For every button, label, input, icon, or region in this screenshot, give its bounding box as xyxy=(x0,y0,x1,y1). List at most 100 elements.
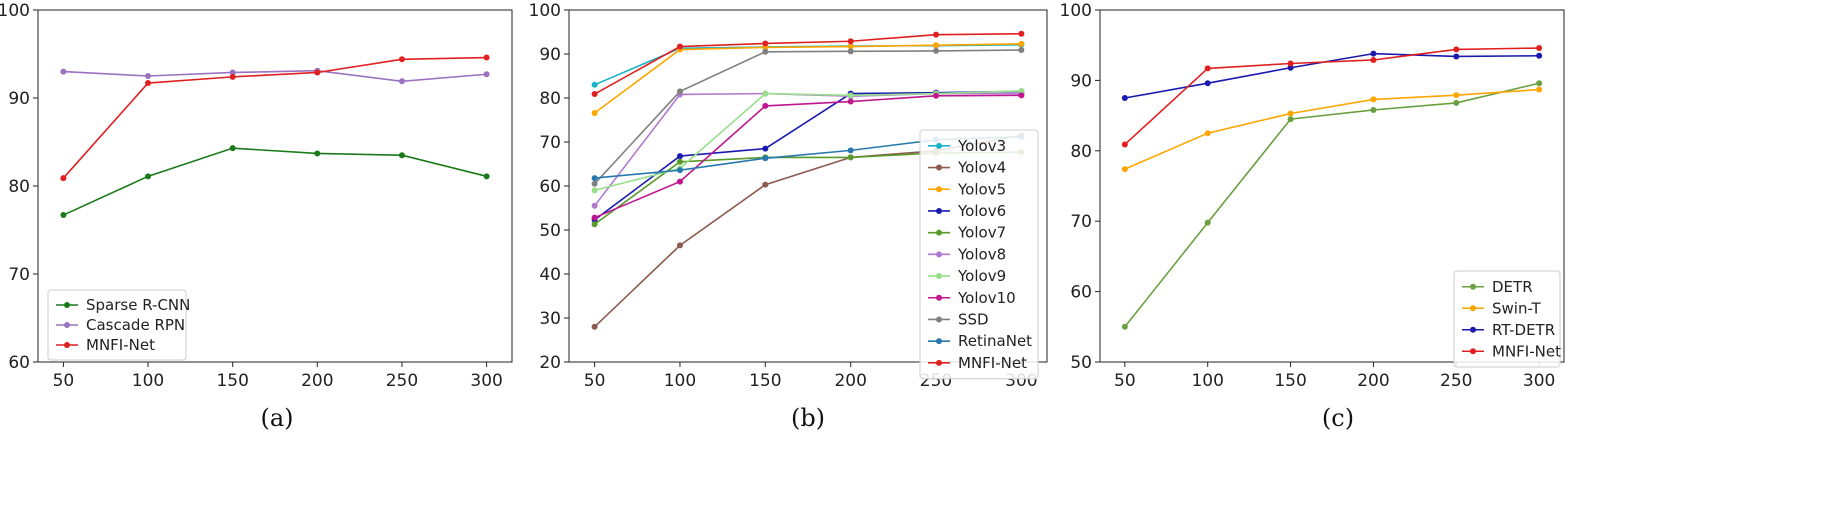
data-point xyxy=(591,109,598,116)
legend-box xyxy=(47,289,187,361)
series-cascade-rpn xyxy=(60,67,490,85)
y-tick-label: 30 xyxy=(539,309,561,329)
y-tick-label: 70 xyxy=(1070,212,1092,232)
legend-item: RetinaNet xyxy=(928,332,1032,350)
legend-swatch-marker xyxy=(64,322,70,328)
data-point xyxy=(145,73,152,79)
legend-swatch-marker xyxy=(936,186,942,193)
data-point xyxy=(591,202,598,209)
legend-label: Swin-T xyxy=(1492,299,1541,317)
data-point xyxy=(1018,30,1025,37)
x-tick-label: 100 xyxy=(664,371,696,391)
series-detr xyxy=(1121,80,1543,330)
legend-swatch-marker xyxy=(64,302,70,308)
data-point xyxy=(762,102,769,109)
data-point xyxy=(1453,92,1460,99)
data-point xyxy=(762,181,769,188)
data-point xyxy=(847,154,854,161)
x-tick-label: 200 xyxy=(1357,371,1389,391)
legend-swatch-marker xyxy=(936,316,942,323)
data-point xyxy=(1287,60,1294,67)
x-tick-label: 250 xyxy=(386,371,418,391)
legend: DETR Swin-T RT-DETR MNFI-Net xyxy=(1453,270,1561,368)
data-point xyxy=(1204,65,1211,72)
chart-panel-c: 50 100 150 200 250 300 50 60 70 80 90 100 DETR Swin-T… xyxy=(1060,1,1565,432)
x-tick-label: 200 xyxy=(301,371,333,391)
legend-item: MNFI-Net xyxy=(1462,342,1561,360)
legend-item: Sparse R-CNN xyxy=(56,296,190,314)
y-tick-label: 60 xyxy=(1070,283,1092,303)
y-tick-label: 40 xyxy=(539,265,561,285)
legend-label: RetinaNet xyxy=(958,332,1032,350)
legend-label: Yolov9 xyxy=(957,267,1006,285)
data-point xyxy=(1536,45,1543,52)
data-point xyxy=(847,43,854,50)
x-tick-label: 150 xyxy=(216,371,248,391)
y-tick-label: 80 xyxy=(8,177,30,197)
data-point xyxy=(591,187,598,194)
data-point xyxy=(1121,166,1128,173)
x-tick-label: 200 xyxy=(834,371,866,391)
x-tick-label: 50 xyxy=(1114,371,1136,391)
data-point xyxy=(145,173,152,180)
data-point xyxy=(933,92,940,99)
panel-caption: (c) xyxy=(1322,404,1354,432)
legend-swatch-marker xyxy=(936,142,942,149)
legend-label: MNFI-Net xyxy=(86,336,155,354)
data-point xyxy=(1121,323,1128,330)
data-point xyxy=(1453,46,1460,53)
panel-caption: (a) xyxy=(260,404,293,432)
series-mnfi-net xyxy=(1121,45,1543,148)
data-point xyxy=(60,175,67,182)
legend-swatch-marker xyxy=(936,338,942,345)
data-point xyxy=(1287,116,1294,123)
series-line-mnfi-net xyxy=(62,56,487,179)
series-ssd xyxy=(591,47,1025,187)
legend-item: RT-DETR xyxy=(1462,321,1555,339)
series-line-mnfi-net xyxy=(1124,47,1540,146)
legend-item: Yolov8 xyxy=(928,245,1006,263)
legend-item: DETR xyxy=(1462,278,1533,296)
series-mnfi-net xyxy=(591,30,1025,98)
data-point xyxy=(1536,52,1543,59)
series-line-sparse-r-cnn xyxy=(63,147,487,216)
data-point xyxy=(398,78,405,85)
legend-swatch-marker xyxy=(1470,326,1476,333)
legend-swatch-marker xyxy=(936,164,942,171)
data-point xyxy=(229,145,236,152)
legend-swatch-marker xyxy=(1470,283,1476,290)
y-tick-label: 20 xyxy=(539,353,561,373)
legend-item: MNFI-Net xyxy=(928,354,1027,372)
data-point xyxy=(591,323,598,330)
data-point xyxy=(762,40,769,47)
data-point xyxy=(1287,64,1294,71)
y-tick-label: 100 xyxy=(529,1,561,21)
data-point xyxy=(1453,53,1460,60)
data-point xyxy=(847,98,854,105)
legend-swatch-marker xyxy=(936,251,942,258)
data-point xyxy=(762,145,769,152)
y-tick-label: 80 xyxy=(539,89,561,109)
y-tick-label: 100 xyxy=(0,1,30,21)
data-point xyxy=(229,73,236,80)
data-point xyxy=(591,180,598,187)
data-point xyxy=(676,153,683,160)
legend-label: DETR xyxy=(1492,278,1533,296)
y-tick-label: 100 xyxy=(1060,1,1092,21)
data-point xyxy=(762,90,769,97)
legend-label: Yolov5 xyxy=(957,180,1006,198)
y-tick-label: 60 xyxy=(539,177,561,197)
data-point xyxy=(1204,219,1211,226)
legend-swatch-marker xyxy=(936,359,942,366)
plot-frame xyxy=(1099,9,1565,363)
series-line-ssd xyxy=(594,49,1022,185)
x-tick-label: 300 xyxy=(470,371,502,391)
legend-swatch-marker xyxy=(64,342,70,348)
legend: Sparse R-CNN Cascade RPN MNFI-Net xyxy=(47,289,190,361)
series-line-yolov10 xyxy=(594,94,1022,219)
legend-label: Yolov4 xyxy=(957,159,1006,177)
legend: Yolov3 Yolov4 Yolov5 Yolov6 Yolov7 Yolov8 Yolo… xyxy=(919,129,1039,380)
legend-label: SSD xyxy=(958,310,989,328)
data-point xyxy=(1121,141,1128,148)
